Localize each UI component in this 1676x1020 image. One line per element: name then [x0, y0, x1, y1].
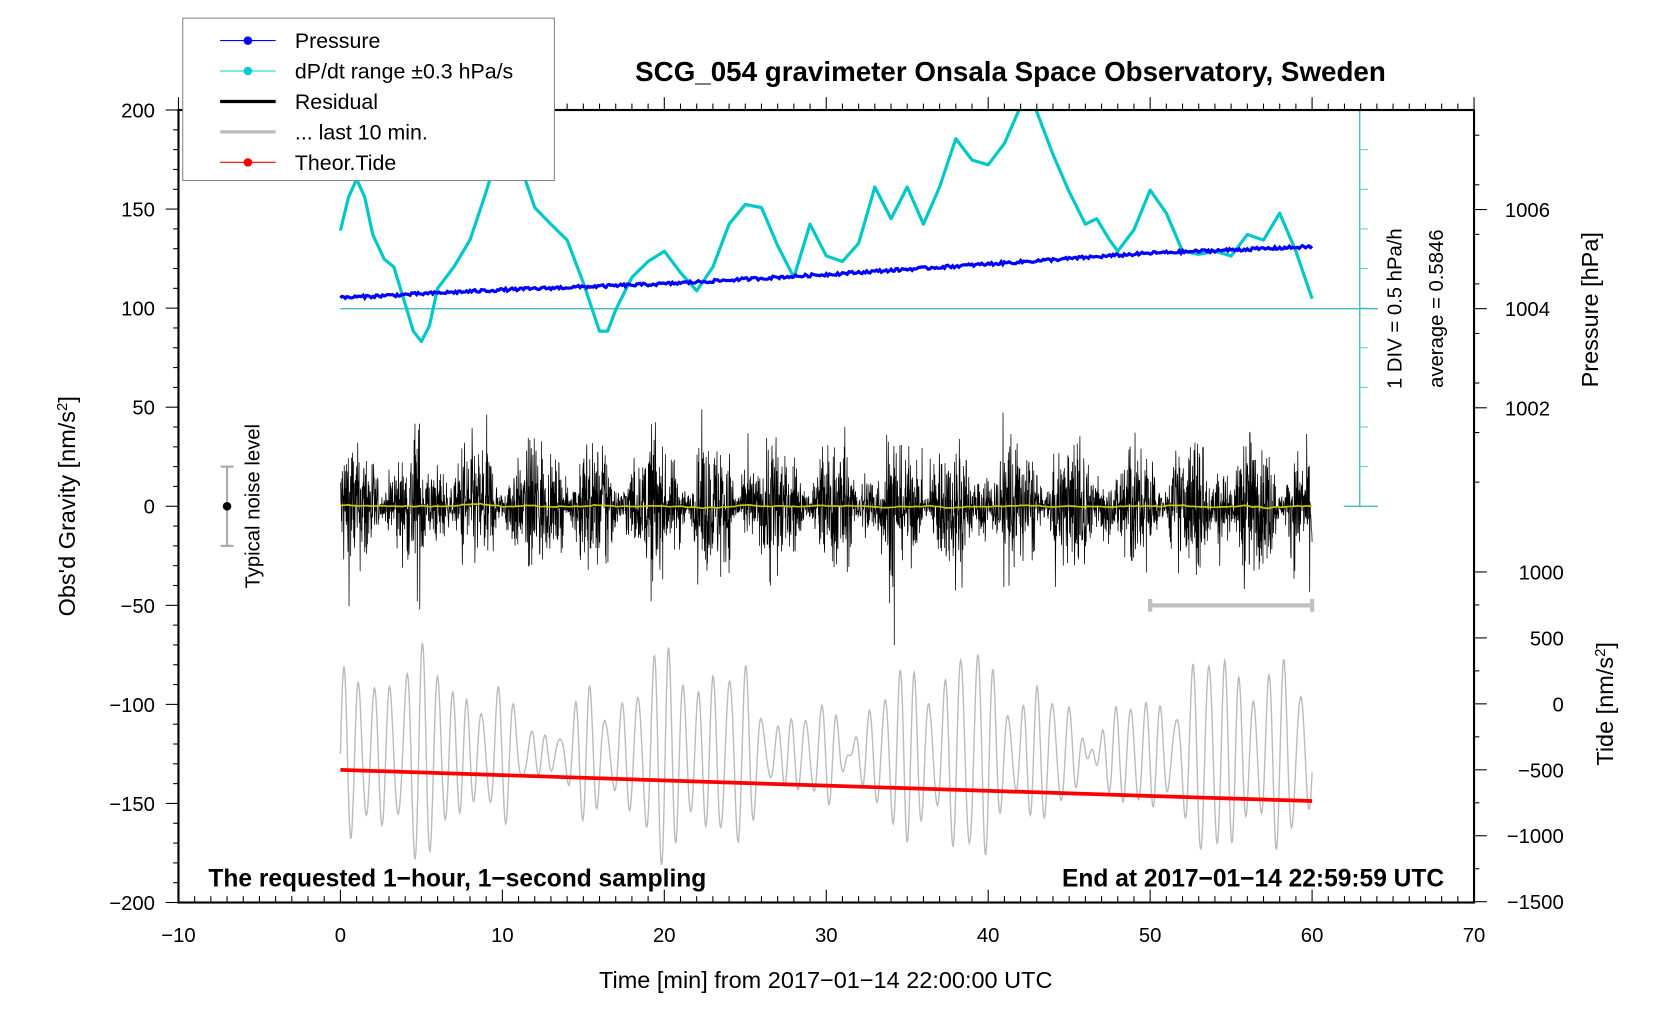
- y-tick-label: 100: [121, 299, 155, 321]
- y-tick-label: 0: [144, 497, 155, 519]
- pressure-tick-label: 1004: [1505, 299, 1550, 321]
- pressure-axis-label: Pressure [hPa]: [1577, 232, 1603, 387]
- x-axis-label: Time [min] from 2017−01−14 22:00:00 UTC: [599, 967, 1052, 993]
- residual-line: [340, 409, 1313, 646]
- y-tick-label: −150: [109, 794, 155, 816]
- legend-label: ... last 10 min.: [295, 120, 428, 144]
- x-tick-label: 60: [1301, 925, 1324, 947]
- noise-level-label: Typical noise level: [243, 424, 265, 589]
- plot-area: [220, 110, 1378, 866]
- y-tick-label: 150: [121, 200, 155, 222]
- legend-swatch-dot: [243, 158, 253, 167]
- x-tick-label: 50: [1139, 925, 1162, 947]
- legend-swatch-dot: [243, 66, 253, 76]
- x-tick-label: 30: [815, 925, 838, 947]
- pressure-tick-label: 1006: [1505, 200, 1550, 222]
- legend-box: [182, 17, 555, 182]
- tide-tick-label: 500: [1530, 628, 1564, 650]
- annotation-sampling: The requested 1−hour, 1−second sampling: [208, 865, 706, 892]
- x-tick-label: 20: [653, 925, 676, 947]
- legend-entry: dP/dt range ±0.3 hPa/s: [220, 60, 513, 84]
- tide-axis-label: Tide [nm/s2]: [1591, 642, 1618, 766]
- legend-label: Theor.Tide: [295, 151, 396, 175]
- residual-smoothed-line: [340, 502, 1313, 510]
- dpdt-line: [338, 110, 1314, 344]
- tide-tick-label: 0: [1552, 694, 1563, 716]
- y-tick-label: −200: [109, 893, 155, 915]
- legend-label: Pressure: [295, 29, 380, 53]
- legend-entry: Residual: [220, 90, 378, 114]
- legend-swatch-dot: [243, 36, 253, 45]
- y-tick-label: −100: [109, 695, 155, 717]
- legend-label: dP/dt range ±0.3 hPa/s: [295, 60, 513, 84]
- tide-tick-label: 1000: [1519, 562, 1564, 584]
- legend-entry: Theor.Tide: [220, 151, 396, 175]
- y-axis-label: Obs'd Gravity [nm/s2]: [53, 396, 80, 616]
- plot-frame: [177, 108, 1476, 904]
- last-10-min-line: [339, 642, 1313, 866]
- tide-tick-label: −500: [1518, 760, 1564, 782]
- noise-level-dot: [222, 501, 232, 511]
- average-label: average = 0.5846: [1426, 229, 1448, 387]
- y-tick-label: 200: [121, 100, 155, 122]
- x-tick-label: −10: [161, 925, 195, 947]
- legend-label: Residual: [295, 90, 378, 114]
- series-group: [338, 110, 1314, 866]
- x-tick-label: 0: [335, 925, 346, 947]
- tide-tick-label: −1500: [1507, 892, 1564, 914]
- annotation-end-time: End at 2017−01−14 22:59:59 UTC: [1062, 865, 1444, 892]
- tide-line: [340, 767, 1313, 803]
- chart-title: SCG_054 gravimeter Onsala Space Observat…: [635, 56, 1386, 87]
- legend-entry: ... last 10 min.: [220, 120, 428, 144]
- x-tick-label: 70: [1463, 925, 1486, 947]
- legend: Pressure dP/dt range ±0.3 hPa/s Residual..…: [182, 17, 555, 182]
- tide-tick-label: −1000: [1507, 826, 1564, 848]
- pressure-tick-label: 1002: [1505, 398, 1550, 420]
- y-tick-label: −50: [121, 596, 155, 618]
- pressure-line: [339, 243, 1314, 302]
- div-label: 1 DIV = 0.5 hPa/h: [1384, 228, 1406, 389]
- x-tick-label: 40: [977, 925, 1000, 947]
- x-tick-label: 10: [491, 925, 514, 947]
- y-tick-label: 50: [132, 398, 155, 420]
- legend-entry: Pressure: [220, 29, 380, 53]
